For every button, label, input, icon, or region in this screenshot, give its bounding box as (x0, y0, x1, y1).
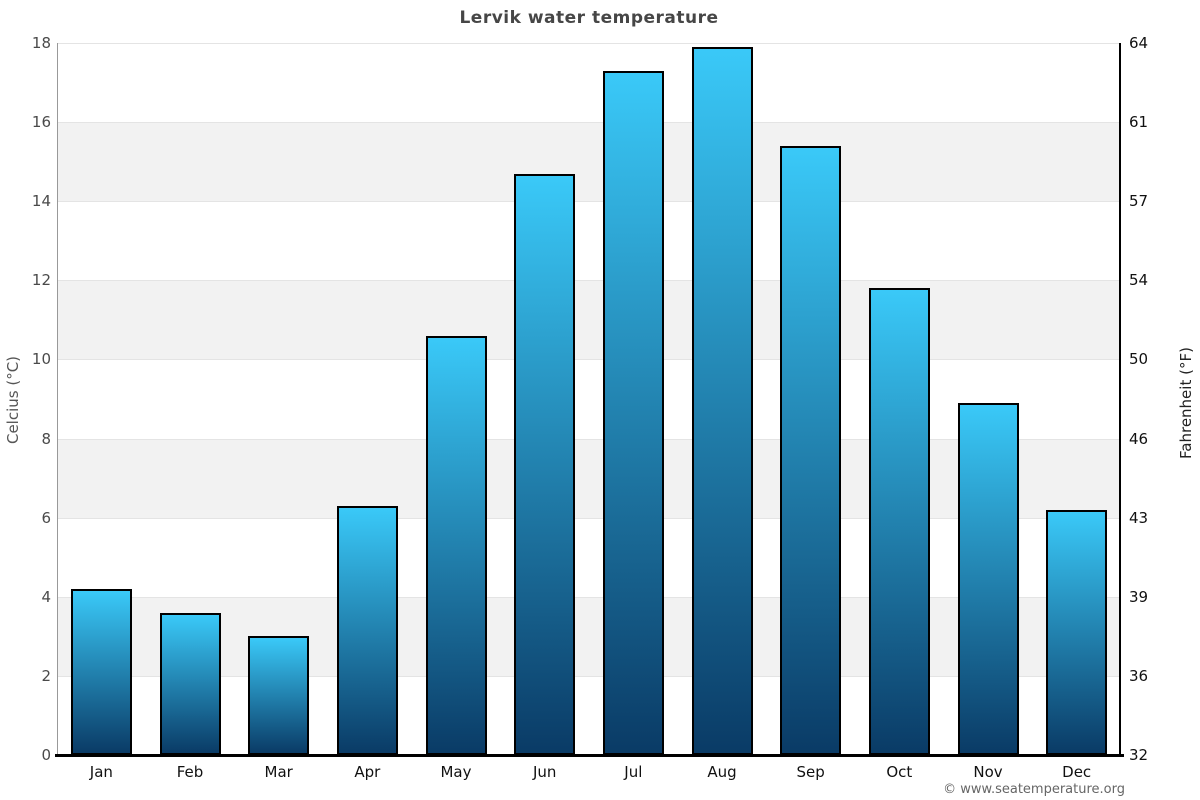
y-right-tick-36: 36 (1129, 666, 1149, 685)
left-axis-line (57, 43, 58, 755)
x-tick-jun: Jun (532, 763, 557, 781)
bar-apr (336, 505, 398, 755)
x-tick-feb: Feb (176, 763, 204, 781)
y-right-tick-43: 43 (1129, 508, 1149, 527)
y-right-tick-50: 50 (1129, 350, 1149, 369)
y-axis-label-fahrenheit: Fahrenheit (°F) (1177, 347, 1195, 459)
gridline-4 (57, 596, 1121, 598)
copyright-text: © www.seatemperature.org (943, 782, 1125, 797)
gridline-10 (57, 359, 1121, 361)
x-tick-aug: Aug (707, 763, 737, 781)
y-left-tick-12: 12 (31, 271, 51, 290)
x-tick-sep: Sep (796, 763, 825, 781)
bar-jul (602, 70, 664, 755)
y-left-tick-14: 14 (31, 192, 51, 211)
bar-jun (514, 173, 576, 755)
y-left-tick-16: 16 (31, 113, 51, 132)
background-band-6-8 (57, 438, 1121, 518)
bar-mar (248, 636, 310, 755)
plot-area (57, 43, 1121, 755)
x-tick-may: May (440, 763, 472, 781)
background-band-10-12 (57, 280, 1121, 360)
bar-sep (780, 145, 842, 755)
background-band-2-4 (57, 596, 1121, 676)
gridline-12 (57, 280, 1121, 282)
y-right-tick-57: 57 (1129, 192, 1149, 211)
y-right-tick-64: 64 (1129, 34, 1149, 52)
y-left-tick-18: 18 (31, 34, 51, 52)
gridline-14 (57, 201, 1121, 203)
x-tick-oct: Oct (886, 763, 913, 781)
right-axis-line (1119, 43, 1121, 755)
x-tick-jul: Jul (624, 763, 643, 781)
x-tick-nov: Nov (973, 763, 1003, 781)
y-right-tick-46: 46 (1129, 429, 1149, 448)
bar-feb (159, 612, 221, 755)
y-right-tick-61: 61 (1129, 113, 1149, 132)
y-left-tick-2: 2 (41, 666, 51, 685)
gridline-2 (57, 675, 1121, 677)
chart-title: Lervik water temperature (459, 8, 719, 28)
y-left-tick-10: 10 (31, 350, 51, 369)
x-tick-mar: Mar (264, 763, 293, 781)
x-tick-jan: Jan (89, 763, 113, 781)
gridline-6 (57, 517, 1121, 519)
y-right-tick-32: 32 (1129, 746, 1149, 764)
bar-jan (70, 588, 132, 755)
bar-may (425, 335, 487, 755)
x-tick-dec: Dec (1062, 763, 1092, 781)
y-left-tick-0: 0 (41, 746, 51, 764)
y-left-tick-4: 4 (41, 587, 51, 606)
y-left-tick-6: 6 (41, 508, 51, 527)
bar-dec (1046, 509, 1108, 755)
x-tick-apr: Apr (354, 763, 381, 781)
gridline-16 (57, 122, 1121, 124)
y-right-tick-39: 39 (1129, 587, 1149, 606)
gridline-8 (57, 438, 1121, 440)
gridline-18 (57, 43, 1121, 44)
y-right-tick-54: 54 (1129, 271, 1149, 290)
background-band-14-16 (57, 122, 1121, 202)
y-left-tick-8: 8 (41, 429, 51, 448)
bar-aug (691, 46, 753, 755)
bottom-axis-line (55, 753, 1124, 757)
bar-nov (957, 402, 1019, 755)
bar-oct (868, 288, 930, 755)
